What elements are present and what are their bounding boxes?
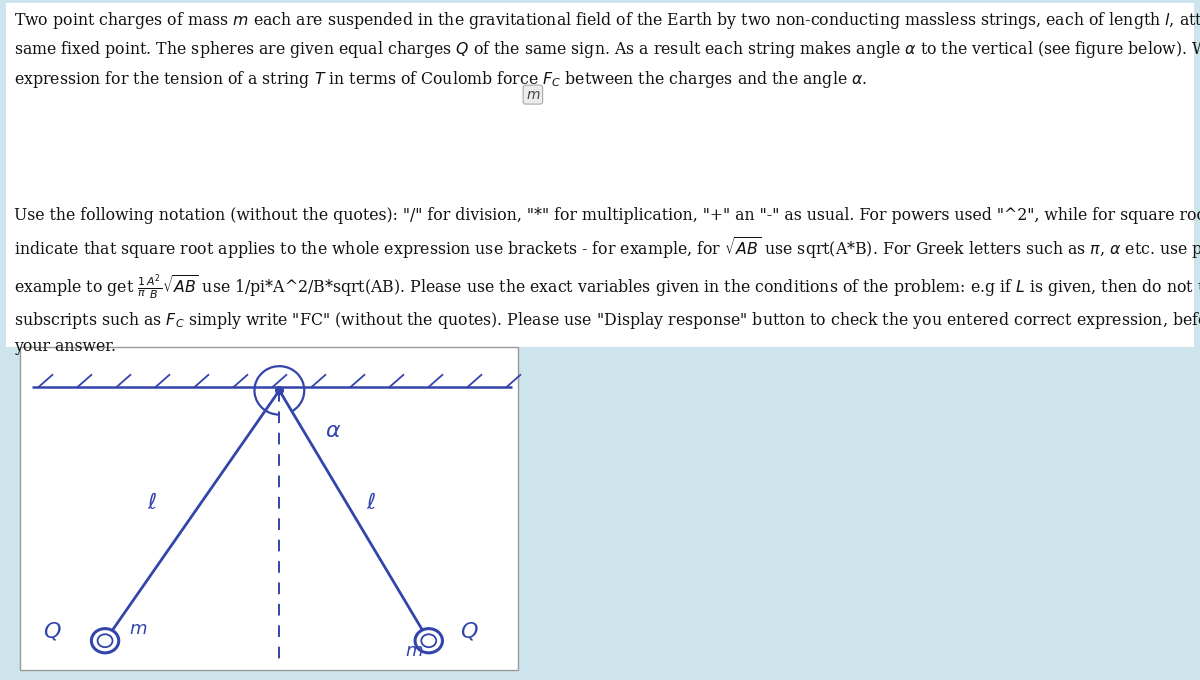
Text: Use the following notation (without the quotes): "/" for division, "*" for multi: Use the following notation (without the … xyxy=(14,207,1200,355)
Text: $m$: $m$ xyxy=(130,620,148,638)
Text: $Q$: $Q$ xyxy=(460,620,479,643)
FancyBboxPatch shape xyxy=(20,347,518,670)
Ellipse shape xyxy=(91,628,119,653)
Ellipse shape xyxy=(421,634,437,647)
FancyBboxPatch shape xyxy=(6,3,1194,347)
Text: $Q$: $Q$ xyxy=(43,620,61,643)
Ellipse shape xyxy=(97,634,113,647)
Text: Two point charges of mass $m$ each are suspended in the gravitational field of t: Two point charges of mass $m$ each are s… xyxy=(14,10,1200,90)
Text: $m$: $m$ xyxy=(526,88,540,101)
Text: $m$: $m$ xyxy=(404,642,424,660)
Text: $\ell$: $\ell$ xyxy=(146,492,157,514)
Ellipse shape xyxy=(415,628,443,653)
Text: $\ell$: $\ell$ xyxy=(366,492,377,514)
Text: $\alpha$: $\alpha$ xyxy=(325,420,341,441)
